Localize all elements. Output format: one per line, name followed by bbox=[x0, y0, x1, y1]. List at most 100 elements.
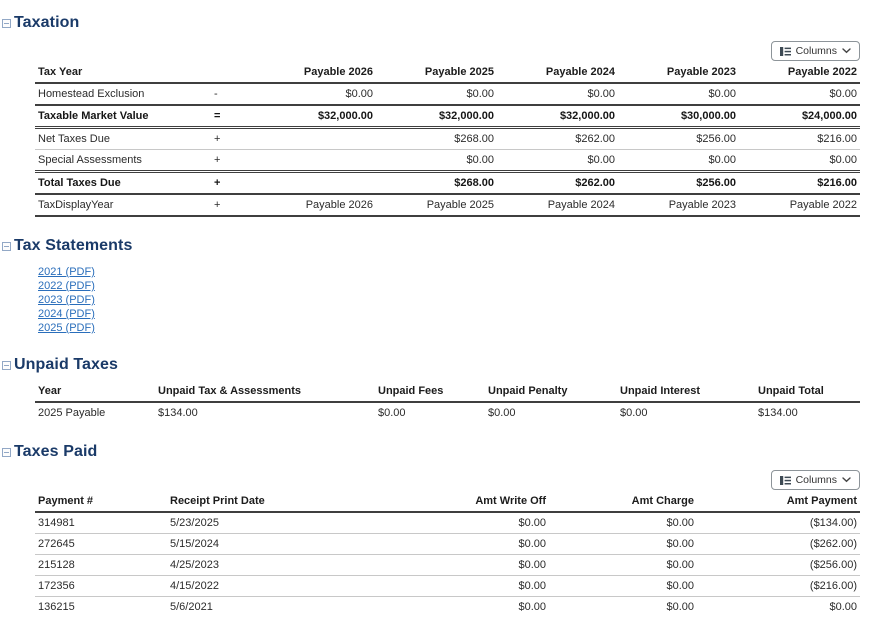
table-cell: + bbox=[211, 128, 255, 150]
table-cell: ($262.00) bbox=[697, 534, 860, 555]
column-header: Receipt Print Date bbox=[167, 492, 417, 512]
tax-statement-link[interactable]: 2023 (PDF) bbox=[38, 294, 95, 306]
table-cell: 215128 bbox=[35, 555, 167, 576]
table-cell: ($134.00) bbox=[697, 512, 860, 534]
tax-statement-link[interactable]: 2025 (PDF) bbox=[38, 322, 95, 334]
table-cell: $0.00 bbox=[617, 402, 755, 423]
table-cell: $0.00 bbox=[739, 150, 860, 172]
table-cell: $0.00 bbox=[549, 512, 697, 534]
table-row: Net Taxes Due+$268.00$262.00$256.00$216.… bbox=[35, 128, 860, 150]
table-cell: 2025 Payable bbox=[35, 402, 155, 423]
table-cell: $0.00 bbox=[417, 534, 549, 555]
table-row: 2025 Payable$134.00$0.00$0.00$0.00$134.0… bbox=[35, 402, 860, 423]
tax-statement-link[interactable]: 2024 (PDF) bbox=[38, 308, 95, 320]
collapse-minus-icon[interactable] bbox=[2, 448, 11, 457]
column-header: Amt Write Off bbox=[417, 492, 549, 512]
column-header: Unpaid Interest bbox=[617, 382, 755, 402]
table-cell: 314981 bbox=[35, 512, 167, 534]
column-header: Unpaid Total bbox=[755, 382, 860, 402]
table-cell: $0.00 bbox=[549, 597, 697, 617]
column-header: Payable 2022 bbox=[739, 63, 860, 83]
table-cell: Homestead Exclusion bbox=[35, 83, 211, 105]
table-cell: 136215 bbox=[35, 597, 167, 617]
table-cell: $0.00 bbox=[376, 83, 497, 105]
column-header: Year bbox=[35, 382, 155, 402]
table-cell: $268.00 bbox=[376, 172, 497, 195]
table-cell: = bbox=[211, 105, 255, 128]
table-cell: $32,000.00 bbox=[255, 105, 376, 128]
table-row: Special Assessments+$0.00$0.00$0.00$0.00 bbox=[35, 150, 860, 172]
section-tax-statements: Tax Statements 2021 (PDF) 2022 (PDF) 2023 … bbox=[0, 237, 877, 334]
table-cell: $216.00 bbox=[739, 128, 860, 150]
tax-statement-links: 2021 (PDF) 2022 (PDF) 2023 (PDF) 2024 (PDF)… bbox=[38, 266, 877, 334]
table-cell: ($256.00) bbox=[697, 555, 860, 576]
tax-statements-heading: Tax Statements bbox=[0, 237, 877, 255]
column-header: Amt Charge bbox=[549, 492, 697, 512]
table-cell: 5/6/2021 bbox=[167, 597, 417, 617]
collapse-minus-icon[interactable] bbox=[2, 19, 11, 28]
table-cell: Payable 2026 bbox=[255, 194, 376, 216]
table-cell: $0.00 bbox=[497, 83, 618, 105]
column-header: Payable 2025 bbox=[376, 63, 497, 83]
table-cell: Payable 2023 bbox=[618, 194, 739, 216]
table-cell: $0.00 bbox=[485, 402, 617, 423]
table-cell bbox=[255, 172, 376, 195]
table-cell: Total Taxes Due bbox=[35, 172, 211, 195]
table-cell bbox=[255, 128, 376, 150]
table-cell: $256.00 bbox=[618, 128, 739, 150]
table-cell: $0.00 bbox=[618, 83, 739, 105]
table-cell: $32,000.00 bbox=[497, 105, 618, 128]
table-cell: + bbox=[211, 194, 255, 216]
column-header: Unpaid Tax & Assessments bbox=[155, 382, 375, 402]
table-cell: $0.00 bbox=[739, 83, 860, 105]
columns-button-label: Columns bbox=[796, 474, 837, 486]
table-row: Homestead Exclusion-$0.00$0.00$0.00$0.00… bbox=[35, 83, 860, 105]
table-cell: Payable 2024 bbox=[497, 194, 618, 216]
collapse-minus-icon[interactable] bbox=[2, 242, 11, 251]
table-row: Taxable Market Value=$32,000.00$32,000.0… bbox=[35, 105, 860, 128]
taxes-paid-columns-button[interactable]: Columns bbox=[771, 470, 860, 490]
table-cell: Special Assessments bbox=[35, 150, 211, 172]
table-columns-icon bbox=[780, 476, 791, 485]
table-cell: $262.00 bbox=[497, 128, 618, 150]
column-header: Payable 2026 bbox=[255, 63, 376, 83]
table-cell: $0.00 bbox=[417, 512, 549, 534]
table-cell: $134.00 bbox=[755, 402, 860, 423]
table-cell: TaxDisplayYear bbox=[35, 194, 211, 216]
table-cell: 5/15/2024 bbox=[167, 534, 417, 555]
table-cell: $262.00 bbox=[497, 172, 618, 195]
taxation-heading: Taxation bbox=[0, 14, 877, 32]
taxes-paid-heading-label: Taxes Paid bbox=[14, 443, 97, 461]
table-cell: 4/15/2022 bbox=[167, 576, 417, 597]
taxation-heading-label: Taxation bbox=[14, 14, 79, 32]
table-cell: $32,000.00 bbox=[376, 105, 497, 128]
taxation-columns-button[interactable]: Columns bbox=[771, 41, 860, 61]
column-header: Payment # bbox=[35, 492, 167, 512]
collapse-minus-icon[interactable] bbox=[2, 361, 11, 370]
column-header bbox=[211, 63, 255, 83]
table-cell: 4/25/2023 bbox=[167, 555, 417, 576]
table-cell: Payable 2022 bbox=[739, 194, 860, 216]
tax-statement-link[interactable]: 2021 (PDF) bbox=[38, 266, 95, 278]
section-taxes-paid: Taxes Paid Columns Payment #Receipt Prin… bbox=[0, 443, 877, 617]
table-cell: $0.00 bbox=[255, 83, 376, 105]
table-cell: Net Taxes Due bbox=[35, 128, 211, 150]
table-cell: $0.00 bbox=[375, 402, 485, 423]
chevron-down-icon bbox=[842, 477, 851, 483]
table-row: Total Taxes Due+$268.00$262.00$256.00$21… bbox=[35, 172, 860, 195]
column-header: Payable 2024 bbox=[497, 63, 618, 83]
chevron-down-icon bbox=[842, 48, 851, 54]
tax-statement-link[interactable]: 2022 (PDF) bbox=[38, 280, 95, 292]
table-cell: $0.00 bbox=[618, 150, 739, 172]
taxes-paid-toolbar: Columns bbox=[35, 470, 860, 490]
